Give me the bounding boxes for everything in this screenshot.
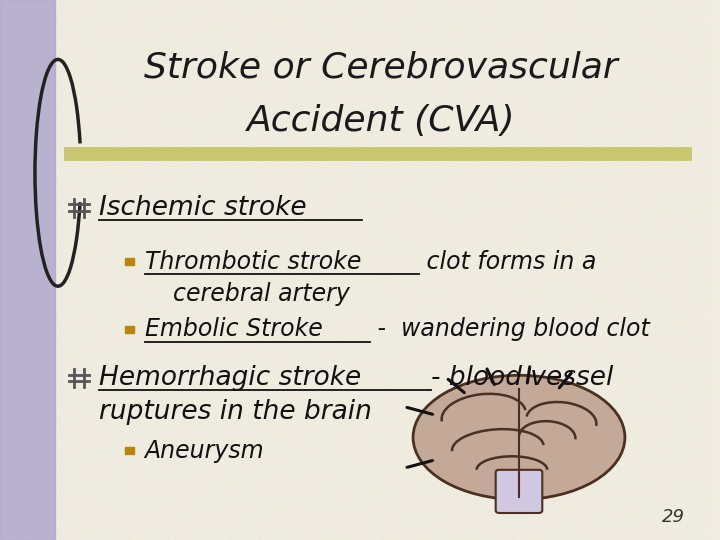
Text: Thrombotic stroke: Thrombotic stroke	[145, 250, 361, 274]
Text: -  wandering blood clot: - wandering blood clot	[369, 318, 649, 341]
Text: Stroke or Cerebrovascular: Stroke or Cerebrovascular	[145, 51, 618, 84]
Bar	[0, 0, 55, 540]
Text: 29: 29	[662, 509, 685, 526]
Text: Accident (CVA): Accident (CVA)	[247, 105, 516, 138]
Text: Ischemic stroke: Ischemic stroke	[99, 195, 307, 221]
Text: Hemorrhagic stroke: Hemorrhagic stroke	[99, 365, 361, 391]
FancyBboxPatch shape	[495, 470, 542, 513]
Text: cerebral artery: cerebral artery	[173, 282, 350, 306]
Bar	[125, 258, 134, 265]
Text: Aneurysm: Aneurysm	[145, 439, 264, 463]
Text: Embolic Stroke: Embolic Stroke	[145, 318, 323, 341]
Text: ruptures in the brain: ruptures in the brain	[99, 399, 372, 425]
Text: clot forms in a: clot forms in a	[418, 250, 596, 274]
Ellipse shape	[413, 375, 625, 500]
Bar	[125, 326, 134, 333]
Bar	[125, 447, 134, 455]
Text: - blood vessel: - blood vessel	[431, 365, 613, 391]
